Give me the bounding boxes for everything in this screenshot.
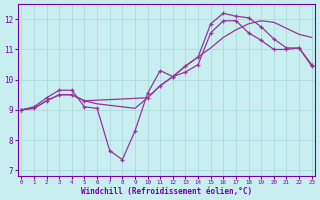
X-axis label: Windchill (Refroidissement éolien,°C): Windchill (Refroidissement éolien,°C): [81, 187, 252, 196]
